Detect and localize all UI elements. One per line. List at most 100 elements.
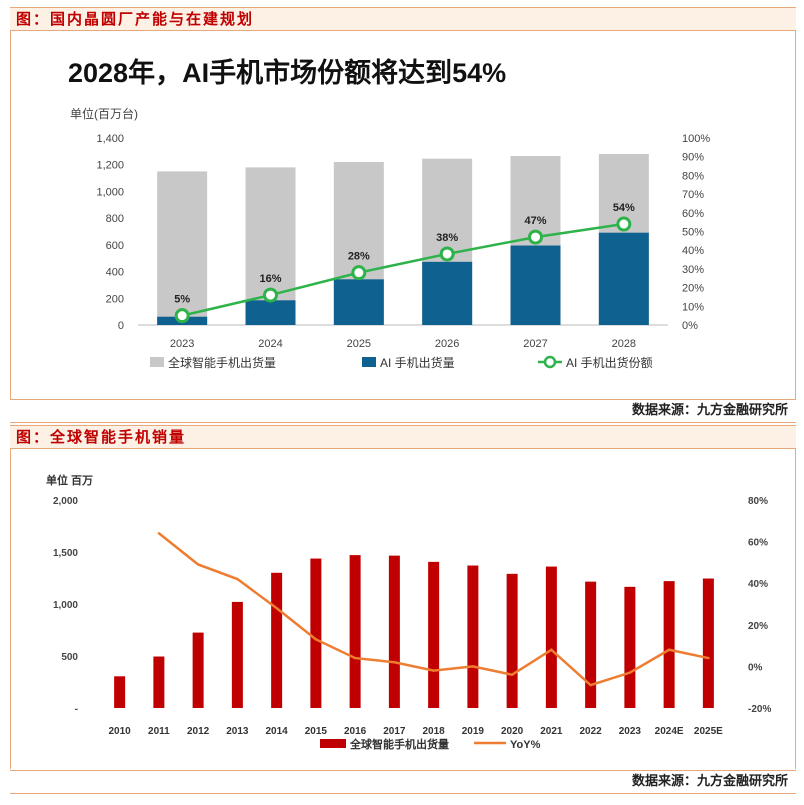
chart2-xtick-label: 2022 xyxy=(580,726,603,737)
chart1-xtick-label: 2028 xyxy=(612,338,636,350)
chart2-bar xyxy=(585,581,597,708)
chart1-title: 2028年，AI手机市场份额将达到54% xyxy=(68,57,506,88)
chart2-bar xyxy=(310,558,322,708)
chart2-yoy-point xyxy=(393,661,396,664)
chart2-xtick-label: 2011 xyxy=(148,726,170,737)
chart2-legend-swatch-bar xyxy=(320,739,346,748)
chart2-yoy-point xyxy=(510,673,514,676)
chart2-yoy-point xyxy=(236,577,239,581)
chart1-legend-ai: AI 手机出货量 xyxy=(380,355,455,370)
chart2-yoy-point xyxy=(667,648,671,651)
chart2-xtick-label: 2025E xyxy=(694,726,723,737)
chart2-xtick-label: 2023 xyxy=(619,726,642,737)
chart2-bar xyxy=(388,555,400,708)
chart1-legend-swatch-total xyxy=(150,357,164,367)
chart1-bar-ai xyxy=(510,245,561,325)
chart2-bar xyxy=(114,676,126,708)
chart2-ytick-label: 500 xyxy=(61,652,78,663)
chart2-y2tick-label: 20% xyxy=(748,621,768,632)
chart2-xtick-label: 2015 xyxy=(305,726,328,737)
chart2-bar xyxy=(545,566,557,708)
chart1-legend-total: 全球智能手机出货量 xyxy=(168,355,276,370)
chart1-share-point xyxy=(528,229,543,245)
chart2-y2tick-label: 40% xyxy=(748,579,768,590)
chart2-yoy-point xyxy=(353,656,357,660)
chart1-y2tick-label: 60% xyxy=(682,208,704,220)
chart2-yoy-point xyxy=(550,648,553,651)
chart2-bar xyxy=(663,581,675,708)
chart2-xtick-label: 2019 xyxy=(462,726,485,737)
chart2-legend-yoy: YoY% xyxy=(510,739,541,751)
chart1-legend-share: AI 手机出货份额 xyxy=(566,355,653,370)
chart1-y2tick-label: 100% xyxy=(682,133,710,145)
chart1-share-point xyxy=(439,246,455,262)
chart2-xtick-label: 2024E xyxy=(655,726,684,737)
chart1-y2tick-label: 90% xyxy=(682,152,704,164)
chart2-xtick-label: 2012 xyxy=(187,726,210,737)
chart1-xtick-label: 2025 xyxy=(347,338,371,350)
chart1-xtick-label: 2023 xyxy=(170,338,194,350)
chart1-share-label: 28% xyxy=(348,251,370,263)
chart1-y2tick-label: 30% xyxy=(682,264,704,276)
chart2-bar xyxy=(702,578,714,708)
chart2-ylabel: 单位 百万 xyxy=(46,473,93,487)
chart2-ytick-label: 1,000 xyxy=(53,600,78,611)
chart2-box: 单位 百万 - 500 1,000 1,500 2,000 -20% 0% 20% 40% 60% 8… xyxy=(32,458,778,760)
chart1-ytick-label: 1,200 xyxy=(96,160,124,172)
chart2-svg: 单位 百万 - 500 1,000 1,500 2,000 -20% 0% 20% 40% 60% 8… xyxy=(46,473,771,751)
chart1-share-line xyxy=(181,222,625,317)
panel1-caption: 图：国内晶圆厂产能与在建规划 xyxy=(10,7,796,31)
chart2-bar xyxy=(349,555,361,708)
panel1-frame xyxy=(10,31,796,399)
chart1-xtick-label: 2026 xyxy=(435,338,459,350)
chart2-y2tick-label: -20% xyxy=(748,704,771,715)
chart1-ylabel: 单位(百万台) xyxy=(70,106,138,121)
chart1-legend-swatch-ai xyxy=(362,357,376,367)
chart2-yoy-point xyxy=(707,656,710,660)
chart2-xtick-label: 2016 xyxy=(344,726,367,737)
chart1-ytick-label: 200 xyxy=(106,293,124,305)
chart2-bar xyxy=(428,561,440,708)
chart1-y2tick-label: 40% xyxy=(682,245,704,257)
chart2-bar xyxy=(506,573,518,708)
chart1-share-label: 5% xyxy=(174,294,190,306)
chart2-xtick-label: 2021 xyxy=(540,726,563,737)
chart1-share-point xyxy=(616,216,632,232)
chart1-share-point xyxy=(174,308,190,324)
chart1-share-label: 38% xyxy=(436,232,458,244)
chart2-xtick-label: 2017 xyxy=(383,726,406,737)
chart2-xtick-label: 2014 xyxy=(266,726,289,737)
chart1-xtick-label: 2027 xyxy=(523,338,547,350)
chart2-ytick-label: 1,500 xyxy=(53,548,78,559)
panel1-source: 数据来源：九方金融研究所 xyxy=(10,399,796,423)
chart1-bar-total xyxy=(157,171,208,325)
chart1-y2tick-label: 0% xyxy=(682,320,698,332)
chart1-svg: 2028年，AI手机市场份额将达到54% 单位(百万台) 0 200 400 600 800… xyxy=(68,57,710,370)
chart1-ytick-label: 1,400 xyxy=(96,133,124,145)
chart2-bar xyxy=(271,572,283,708)
chart1-ytick-label: 0 xyxy=(118,320,124,332)
chart2-yoy-point xyxy=(628,671,632,674)
chart2-bar xyxy=(467,565,479,708)
chart2-xtick-label: 2018 xyxy=(423,726,446,737)
panel2-caption: 图：全球智能手机销量 xyxy=(10,425,796,449)
chart1-share-point xyxy=(263,287,278,303)
panel2-frame xyxy=(10,449,796,769)
chart2-y2tick-label: 60% xyxy=(748,538,768,549)
chart1-bar-ai xyxy=(245,300,296,325)
chart1-y2tick-label: 80% xyxy=(682,170,704,182)
chart1-share-point xyxy=(351,265,367,281)
chart2-xtick-label: 2020 xyxy=(501,726,524,737)
chart1-share-label: 54% xyxy=(613,202,635,214)
chart1-y2tick-label: 20% xyxy=(682,283,704,295)
chart2-yoy-point xyxy=(471,665,475,668)
chart2-yoy-point xyxy=(275,606,278,610)
chart2-bar xyxy=(153,656,165,708)
chart2-ytick-label: - xyxy=(75,704,78,715)
chart2-yoy-point xyxy=(432,669,435,672)
chart2-xtick-label: 2010 xyxy=(109,726,132,737)
chart1-bar-ai xyxy=(333,279,384,325)
chart1-xtick-label: 2024 xyxy=(258,338,282,350)
chart2-bar xyxy=(192,632,204,708)
chart1-y2tick-label: 10% xyxy=(682,301,704,313)
